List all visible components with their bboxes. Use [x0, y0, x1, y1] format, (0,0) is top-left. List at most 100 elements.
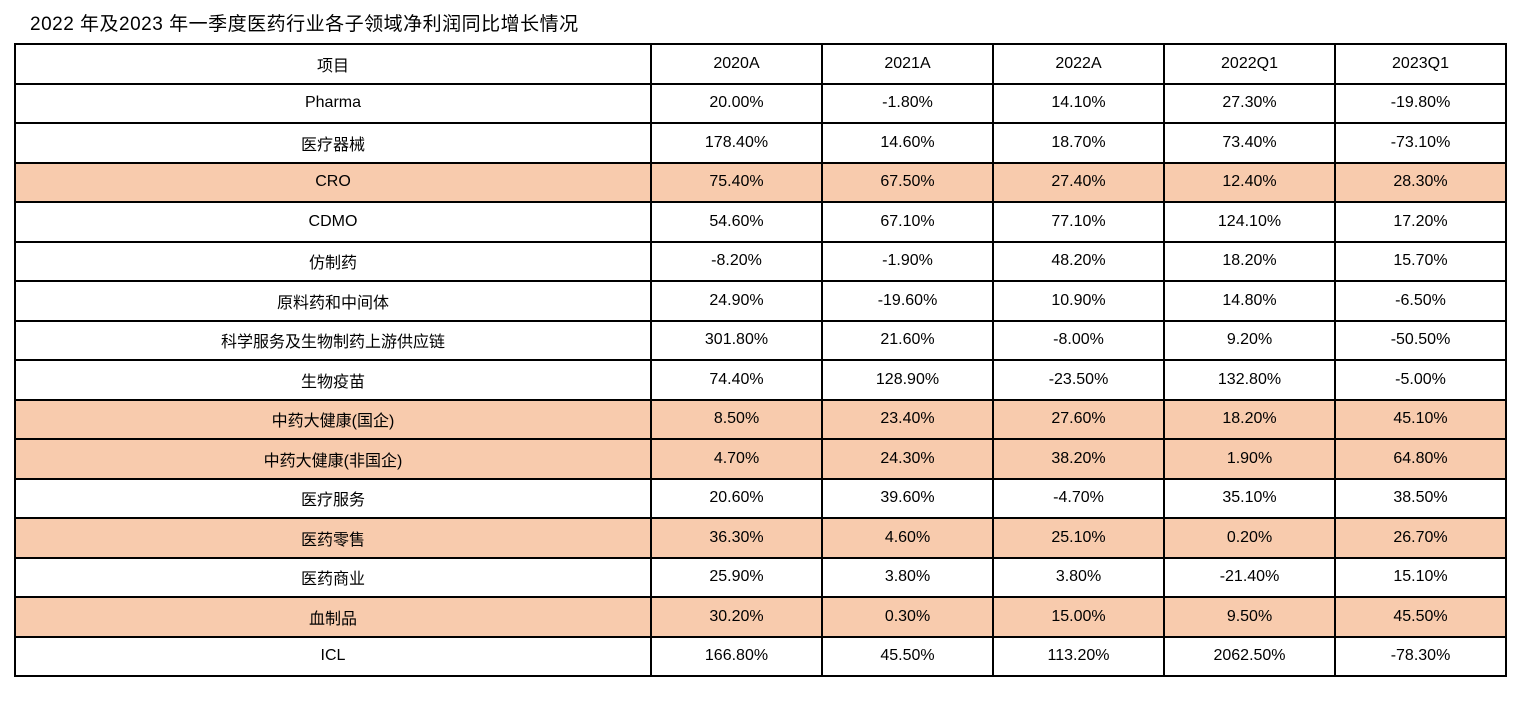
value-cell: 113.20% [992, 635, 1165, 677]
table-row: 医疗服务 20.60% 39.60% -4.70% 35.10% 38.50% [14, 477, 1507, 519]
value-cell: 74.40% [650, 359, 823, 401]
value-cell: 24.90% [650, 280, 823, 322]
value-cell: 132.80% [1163, 359, 1336, 401]
value-cell: 38.20% [992, 438, 1165, 480]
header-cell: 2021A [821, 43, 994, 85]
value-cell: 18.20% [1163, 240, 1336, 282]
value-cell: 14.60% [821, 122, 994, 164]
value-cell: -73.10% [1334, 122, 1507, 164]
value-cell: -8.00% [992, 319, 1165, 361]
value-cell: 14.80% [1163, 280, 1336, 322]
value-cell: 301.80% [650, 319, 823, 361]
value-cell: 38.50% [1334, 477, 1507, 519]
value-cell: 75.40% [650, 161, 823, 203]
value-cell: 166.80% [650, 635, 823, 677]
table-row: 血制品 30.20% 0.30% 15.00% 9.50% 45.50% [14, 596, 1507, 638]
row-label-cell: 仿制药 [14, 240, 652, 282]
value-cell: 4.60% [821, 517, 994, 559]
value-cell: 124.10% [1163, 201, 1336, 243]
value-cell: 15.00% [992, 596, 1165, 638]
value-cell: 73.40% [1163, 122, 1336, 164]
value-cell: 178.40% [650, 122, 823, 164]
value-cell: 45.50% [1334, 596, 1507, 638]
row-label-cell: CRO [14, 161, 652, 203]
value-cell: 18.70% [992, 122, 1165, 164]
value-cell: -19.80% [1334, 82, 1507, 124]
row-label-cell: 血制品 [14, 596, 652, 638]
value-cell: -21.40% [1163, 556, 1336, 598]
value-cell: 45.50% [821, 635, 994, 677]
value-cell: 21.60% [821, 319, 994, 361]
value-cell: -1.90% [821, 240, 994, 282]
table-body: Pharma 20.00% -1.80% 14.10% 27.30% -19.80% 医疗器… [14, 82, 1507, 677]
table-row: 医疗器械 178.40% 14.60% 18.70% 73.40% -73.10% [14, 122, 1507, 164]
value-cell: 14.10% [992, 82, 1165, 124]
value-cell: -50.50% [1334, 319, 1507, 361]
value-cell: 25.90% [650, 556, 823, 598]
value-cell: 27.40% [992, 161, 1165, 203]
row-label-cell: 科学服务及生物制药上游供应链 [14, 319, 652, 361]
value-cell: 35.10% [1163, 477, 1336, 519]
value-cell: 27.30% [1163, 82, 1336, 124]
value-cell: -78.30% [1334, 635, 1507, 677]
value-cell: 15.70% [1334, 240, 1507, 282]
value-cell: 18.20% [1163, 398, 1336, 440]
value-cell: 36.30% [650, 517, 823, 559]
value-cell: -5.00% [1334, 359, 1507, 401]
value-cell: 77.10% [992, 201, 1165, 243]
value-cell: 128.90% [821, 359, 994, 401]
value-cell: 67.50% [821, 161, 994, 203]
value-cell: 4.70% [650, 438, 823, 480]
value-cell: 26.70% [1334, 517, 1507, 559]
header-cell: 2023Q1 [1334, 43, 1507, 85]
value-cell: 28.30% [1334, 161, 1507, 203]
value-cell: 45.10% [1334, 398, 1507, 440]
row-label-cell: 医药商业 [14, 556, 652, 598]
row-label-cell: 医疗器械 [14, 122, 652, 164]
value-cell: 0.20% [1163, 517, 1336, 559]
table-row: CDMO 54.60% 67.10% 77.10% 124.10% 17.20% [14, 201, 1507, 243]
value-cell: 64.80% [1334, 438, 1507, 480]
header-cell-label: 项目 [14, 43, 652, 85]
page-title: 2022 年及2023 年一季度医药行业各子领域净利润同比增长情况 [30, 14, 579, 35]
value-cell: 8.50% [650, 398, 823, 440]
table-header-row: 项目 2020A 2021A 2022A 2022Q1 2023Q1 [14, 43, 1507, 85]
table-row: 原料药和中间体 24.90% -19.60% 10.90% 14.80% -6.50% [14, 280, 1507, 322]
table-row: CRO 75.40% 67.50% 27.40% 12.40% 28.30% [14, 161, 1507, 203]
table-row: 仿制药 -8.20% -1.90% 48.20% 18.20% 15.70% [14, 240, 1507, 282]
row-label-cell: CDMO [14, 201, 652, 243]
header-cell: 2022A [992, 43, 1165, 85]
value-cell: -1.80% [821, 82, 994, 124]
row-label-cell: 原料药和中间体 [14, 280, 652, 322]
value-cell: 17.20% [1334, 201, 1507, 243]
row-label-cell: 医药零售 [14, 517, 652, 559]
row-label-cell: Pharma [14, 82, 652, 124]
value-cell: 12.40% [1163, 161, 1336, 203]
table-header: 项目 2020A 2021A 2022A 2022Q1 2023Q1 [14, 43, 1507, 85]
value-cell: 3.80% [992, 556, 1165, 598]
value-cell: 39.60% [821, 477, 994, 519]
value-cell: 9.50% [1163, 596, 1336, 638]
value-cell: -6.50% [1334, 280, 1507, 322]
table-row: ICL 166.80% 45.50% 113.20% 2062.50% -78.30% [14, 635, 1507, 677]
table-row: 中药大健康(国企) 8.50% 23.40% 27.60% 18.20% 45.10% [14, 398, 1507, 440]
profit-growth-table: 项目 2020A 2021A 2022A 2022Q1 2023Q1 Pharma 20.0… [14, 43, 1507, 677]
value-cell: 54.60% [650, 201, 823, 243]
value-cell: 30.20% [650, 596, 823, 638]
value-cell: 27.60% [992, 398, 1165, 440]
value-cell: -23.50% [992, 359, 1165, 401]
value-cell: 48.20% [992, 240, 1165, 282]
value-cell: -4.70% [992, 477, 1165, 519]
row-label-cell: 医疗服务 [14, 477, 652, 519]
value-cell: 20.00% [650, 82, 823, 124]
value-cell: 67.10% [821, 201, 994, 243]
value-cell: 3.80% [821, 556, 994, 598]
table-row: Pharma 20.00% -1.80% 14.10% 27.30% -19.80% [14, 82, 1507, 124]
row-label-cell: 中药大健康(国企) [14, 398, 652, 440]
row-label-cell: 生物疫苗 [14, 359, 652, 401]
value-cell: 9.20% [1163, 319, 1336, 361]
value-cell: 20.60% [650, 477, 823, 519]
table-row: 医药商业 25.90% 3.80% 3.80% -21.40% 15.10% [14, 556, 1507, 598]
value-cell: -19.60% [821, 280, 994, 322]
